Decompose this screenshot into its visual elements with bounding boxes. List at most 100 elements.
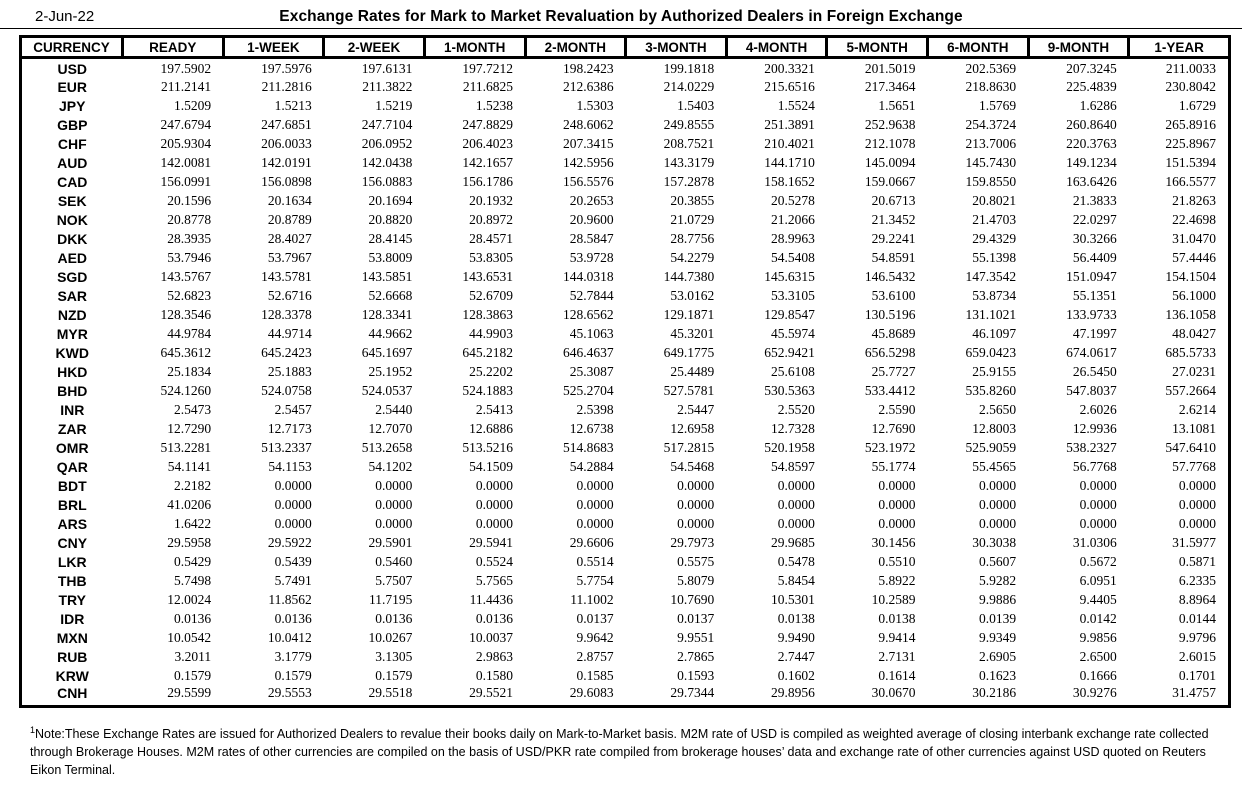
table-row: BDT 2.2182 0.0000 0.0000 0.0000 0.0000 0.0000 0… xyxy=(21,476,1230,495)
rate-value: 143.5767 xyxy=(160,268,212,284)
rate-value: 28.3935 xyxy=(167,230,212,246)
rate-value: 547.8037 xyxy=(1066,382,1117,398)
rate-value: 0.0144 xyxy=(1178,610,1216,626)
rate-value: 56.4409 xyxy=(1072,249,1117,265)
rate-value: 685.5733 xyxy=(1165,344,1216,360)
rate-value: 5.8454 xyxy=(777,572,815,588)
table-row: DKK 28.3935 28.4027 28.4145 28.4571 28.5847 28… xyxy=(21,229,1230,248)
column-header: 5-MONTH xyxy=(825,35,929,59)
currency-code: NZD xyxy=(57,306,87,323)
rate-value: 29.5958 xyxy=(167,534,212,550)
rate-value: 131.1021 xyxy=(965,306,1017,322)
rate-value: 0.0000 xyxy=(274,477,312,493)
table-row: KWD 645.3612 645.2423 645.1697 645.2182 646.4… xyxy=(21,343,1230,362)
currency-code: CAD xyxy=(57,173,88,190)
rate-value: 143.6531 xyxy=(462,268,513,284)
rate-value: 21.2066 xyxy=(771,211,815,227)
rate-value: 156.1786 xyxy=(462,173,513,189)
rate-value: 2.6214 xyxy=(1178,401,1216,417)
rate-value: 12.6738 xyxy=(569,420,614,436)
rate-value: 0.1614 xyxy=(878,667,916,683)
rate-value: 9.9490 xyxy=(777,629,815,645)
rate-value: 1.6422 xyxy=(174,515,212,531)
rate-value: 656.5298 xyxy=(864,344,916,360)
rate-value: 156.5576 xyxy=(563,173,614,189)
rate-value: 25.4489 xyxy=(670,363,715,379)
currency-code: RUB xyxy=(57,648,88,665)
rate-value: 128.3546 xyxy=(160,306,212,322)
rate-value: 0.0000 xyxy=(1079,477,1117,493)
table-row: SGD 143.5767 143.5781 143.5851 143.6531 144.0… xyxy=(21,267,1230,286)
rate-value: 11.8562 xyxy=(268,591,312,607)
rate-value: 533.4412 xyxy=(864,382,916,398)
rate-value: 41.0206 xyxy=(167,496,212,512)
rate-value: 0.0000 xyxy=(777,496,815,512)
rate-value: 11.7195 xyxy=(369,591,413,607)
rate-value: 6.2335 xyxy=(1178,572,1216,588)
footnote-text: Note:These Exchange Rates are issued for… xyxy=(30,727,1209,778)
rate-value: 520.1958 xyxy=(764,439,815,455)
rate-value: 45.8689 xyxy=(871,325,916,341)
table-header: CURRENCY READY 1-WEEK 2-WEEK 1-MONTH 2-MONTH 3… xyxy=(19,35,1231,59)
table-row: OMR 513.2281 513.2337 513.2658 513.5216 514.8… xyxy=(21,438,1230,457)
rate-value: 659.0423 xyxy=(965,344,1017,360)
rate-value: 0.0000 xyxy=(878,515,916,531)
rate-value: 20.8021 xyxy=(972,192,1017,208)
rate-value: 1.5403 xyxy=(677,97,715,113)
rate-value: 525.9059 xyxy=(965,439,1017,455)
rate-value: 9.9349 xyxy=(979,629,1017,645)
currency-code: TRY xyxy=(58,591,86,608)
rate-value: 20.3855 xyxy=(670,192,715,208)
rate-value: 29.5599 xyxy=(167,685,212,700)
rate-value: 156.0991 xyxy=(160,173,212,189)
rate-value: 2.7447 xyxy=(777,648,815,664)
rate-value: 8.8964 xyxy=(1178,591,1216,607)
rate-value: 211.3822 xyxy=(362,78,413,94)
rate-value: 56.1000 xyxy=(1172,287,1216,303)
rate-value: 2.5413 xyxy=(475,401,513,417)
rate-value: 201.5019 xyxy=(864,61,916,76)
currency-code: CNY xyxy=(57,534,88,551)
rate-value: 0.0000 xyxy=(979,496,1017,512)
rate-value: 645.3612 xyxy=(160,344,212,360)
rate-value: 2.7131 xyxy=(878,648,916,664)
rate-value: 645.2182 xyxy=(462,344,513,360)
rate-value: 21.8263 xyxy=(1172,192,1216,208)
rate-value: 27.0231 xyxy=(1172,363,1216,379)
rate-value: 6.0951 xyxy=(1079,572,1117,588)
rate-value: 5.7498 xyxy=(174,572,212,588)
currency-code: QAR xyxy=(56,458,88,475)
rate-value: 159.0667 xyxy=(864,173,916,189)
rate-value: 0.0000 xyxy=(1178,477,1216,493)
rate-value: 0.0000 xyxy=(1178,515,1216,531)
rate-value: 1.5213 xyxy=(274,97,312,113)
rate-value: 206.0033 xyxy=(261,135,312,151)
rate-value: 52.7844 xyxy=(569,287,614,303)
rate-value: 1.5238 xyxy=(475,97,513,113)
rate-value: 2.6015 xyxy=(1178,648,1216,664)
rate-value: 44.9784 xyxy=(167,325,212,341)
rate-value: 0.1666 xyxy=(1079,667,1117,683)
currency-code: EUR xyxy=(57,78,88,95)
currency-code: AED xyxy=(57,249,88,266)
rate-value: 159.8550 xyxy=(965,173,1017,189)
rate-value: 0.0136 xyxy=(274,610,312,626)
rate-value: 128.3341 xyxy=(361,306,413,322)
rate-value: 52.6823 xyxy=(167,287,212,303)
rate-value: 30.3038 xyxy=(972,534,1017,550)
rate-value: 13.1081 xyxy=(1172,420,1216,436)
rate-value: 133.9733 xyxy=(1066,306,1117,322)
rate-value: 54.1153 xyxy=(268,458,312,474)
table-row: CHF 205.9304 206.0033 206.0952 206.4023 207.3… xyxy=(21,134,1230,153)
rate-value: 0.5439 xyxy=(274,553,312,569)
rate-value: 28.4145 xyxy=(368,230,413,246)
rate-value: 129.1871 xyxy=(663,306,715,322)
column-header: 1-YEAR xyxy=(1127,35,1231,59)
rate-value: 31.4757 xyxy=(1172,685,1216,700)
rate-value: 2.5398 xyxy=(576,401,614,417)
table-body: USD 197.5902 197.5976 197.6131 197.7212 198.2… xyxy=(21,58,1230,707)
rate-value: 0.0000 xyxy=(274,496,312,512)
table-row: THB 5.7498 5.7491 5.7507 5.7565 5.7754 5.8079 5… xyxy=(21,571,1230,590)
rate-value: 28.4571 xyxy=(469,230,513,246)
table-row: TRY 12.0024 11.8562 11.7195 11.4436 11.1002 10… xyxy=(21,590,1230,609)
